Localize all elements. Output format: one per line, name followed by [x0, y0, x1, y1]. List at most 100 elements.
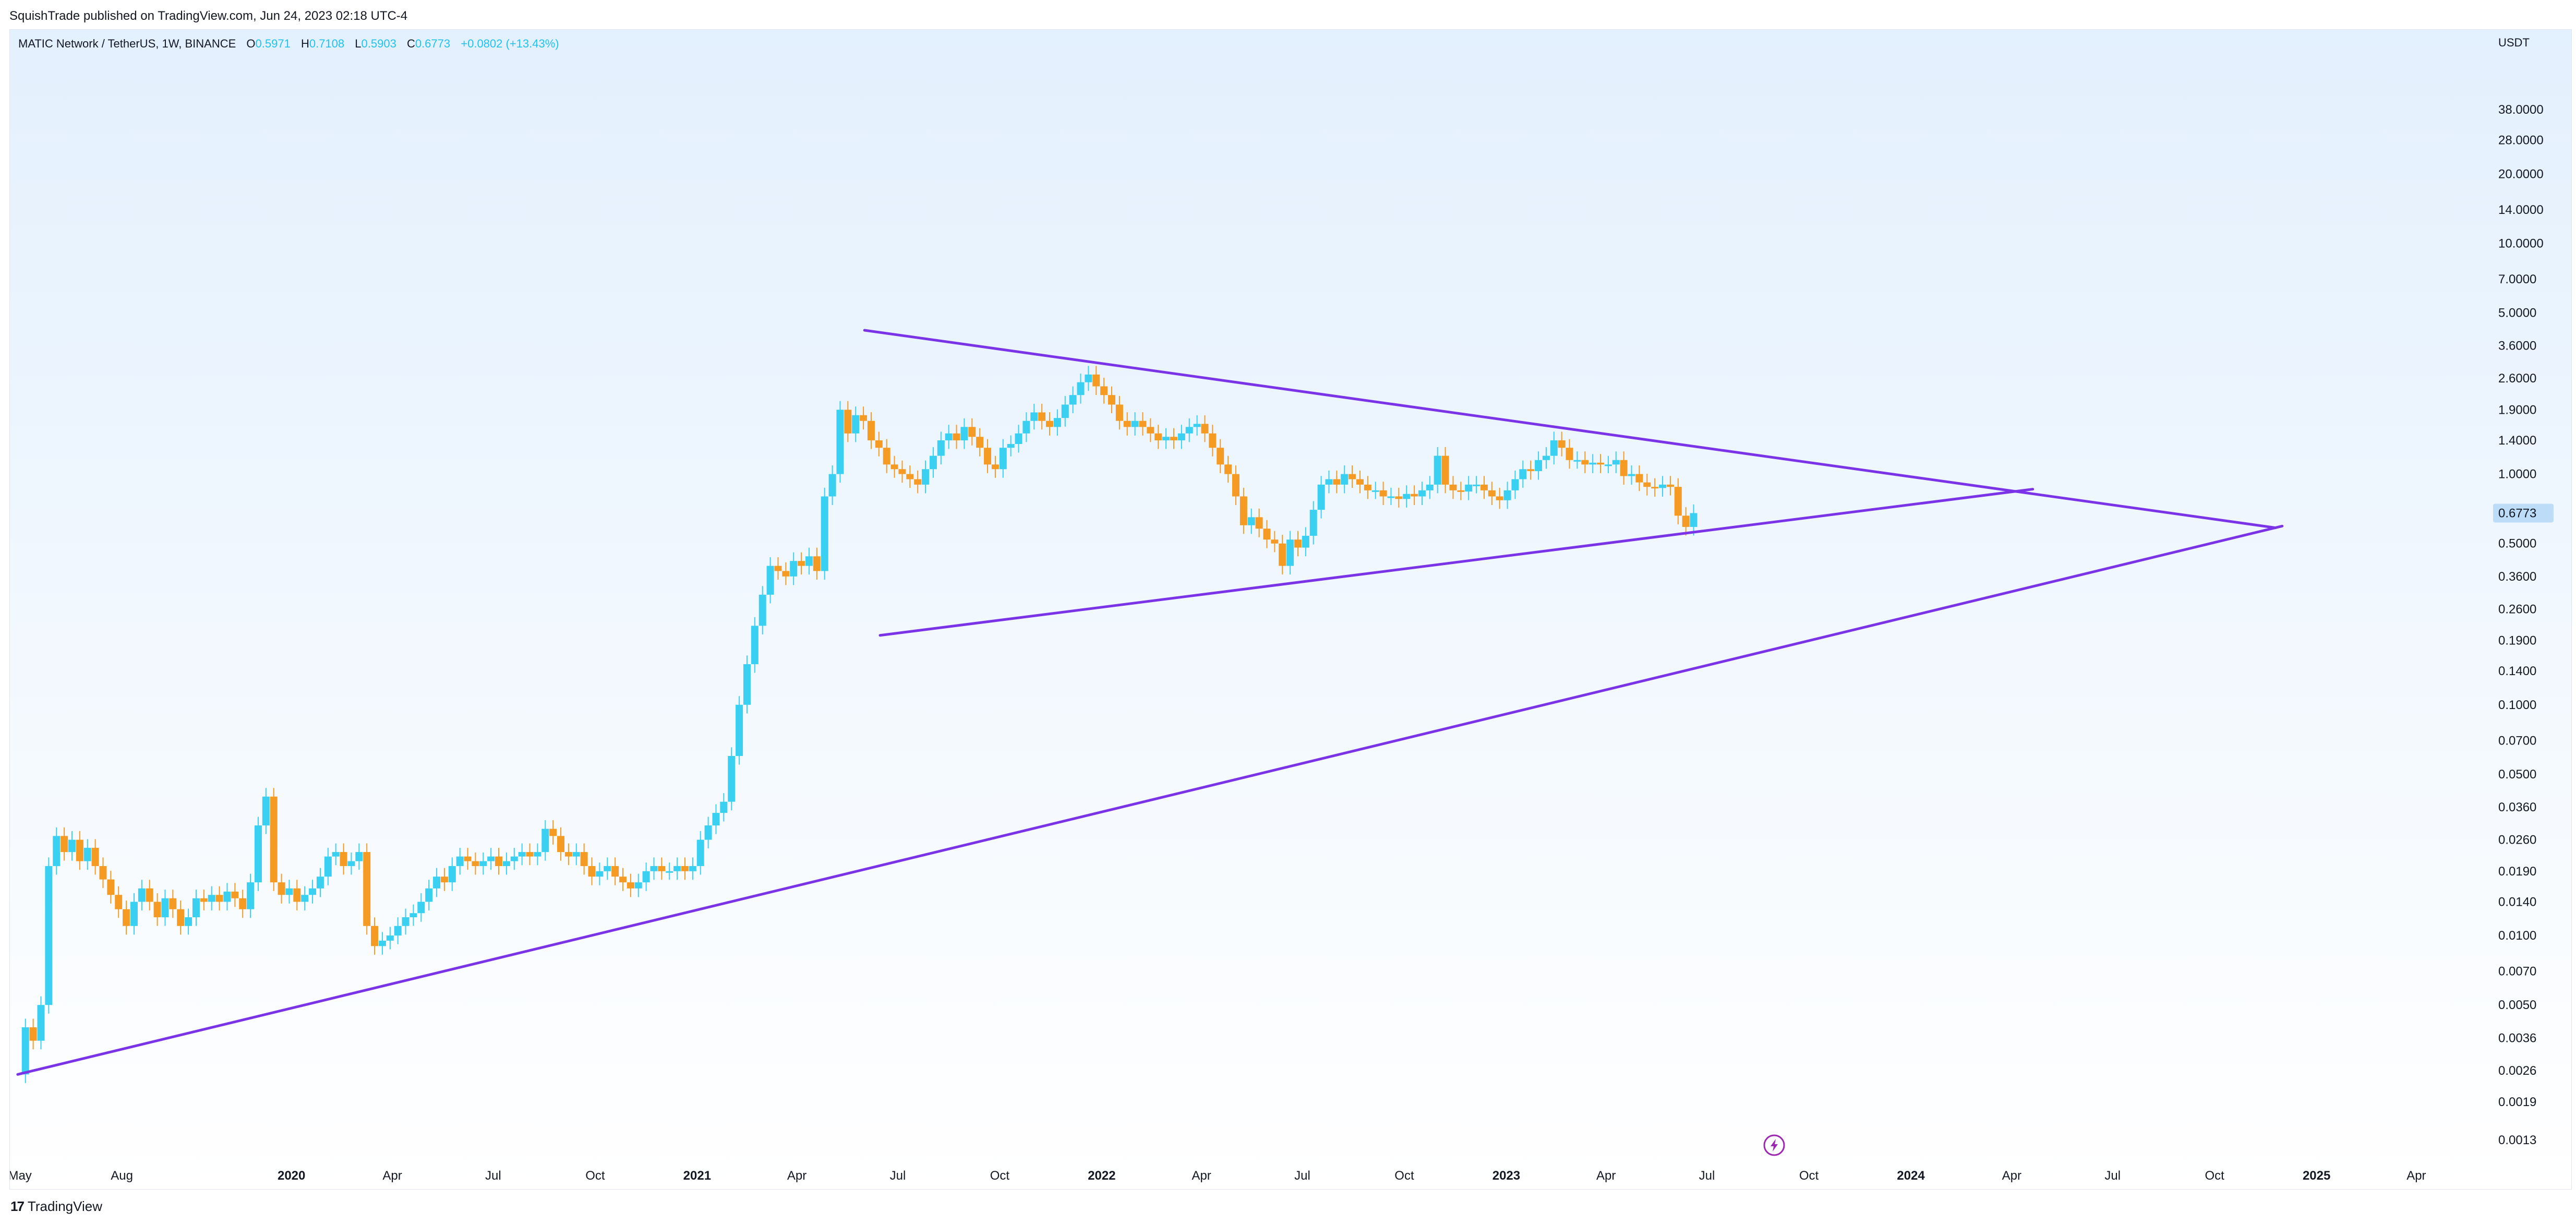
candle-body: [650, 866, 658, 871]
price-tick-label: 38.0000: [2498, 103, 2544, 117]
candle-body: [1395, 496, 1403, 499]
candle-body: [410, 913, 417, 918]
price-tick-label: 0.0026: [2498, 1064, 2536, 1078]
candle-body: [1193, 424, 1201, 427]
high-label: H: [300, 37, 309, 50]
candle-body: [169, 898, 177, 909]
candle-body: [790, 561, 798, 577]
price-tick-label: 7.0000: [2498, 272, 2536, 286]
candle-body: [1100, 386, 1108, 395]
currency-label: USDT: [2498, 36, 2530, 49]
candle-body: [844, 410, 852, 434]
candle-body: [324, 856, 332, 877]
candle-body: [200, 898, 208, 902]
candle-body: [1115, 404, 1123, 421]
time-axis[interactable]: May Aug 2020 Apr Jul Oct 2021 Apr Jul Oct 2022 Apr J…: [10, 1169, 2426, 1183]
candle-body: [875, 440, 883, 448]
price-tick-label: 0.0070: [2498, 965, 2536, 979]
candle-body: [502, 861, 510, 866]
open-value: 0.5971: [255, 37, 291, 50]
candle-body: [161, 898, 169, 918]
price-tick-label: 10.0000: [2498, 236, 2544, 250]
candle-body: [751, 626, 759, 664]
last-price-label: 0.6773: [2498, 506, 2536, 520]
candle-body: [1604, 464, 1612, 466]
candle-body: [534, 852, 541, 857]
price-tick-label: 0.0700: [2498, 734, 2536, 748]
candle-body: [1457, 490, 1465, 492]
candle-body: [922, 469, 930, 485]
footer-brand: 17 TradingView: [10, 1196, 102, 1217]
price-tick-label: 0.1900: [2498, 634, 2536, 648]
candle-body: [1201, 424, 1209, 434]
time-tick-label: Oct: [585, 1169, 605, 1183]
time-tick-label: Jul: [485, 1169, 501, 1183]
candle-body: [123, 909, 130, 926]
candle-body: [813, 556, 821, 571]
candle-body: [774, 566, 782, 571]
candle-body: [115, 895, 123, 909]
candle-body: [1612, 460, 1620, 465]
candle-body: [1566, 448, 1573, 460]
symbol-title: MATIC Network / TetherUS, 1W, BINANCE: [18, 37, 236, 50]
price-tick-label: 0.3600: [2498, 570, 2536, 584]
candle-body: [704, 825, 712, 840]
candle-body: [642, 871, 650, 883]
candle-body: [1123, 421, 1131, 427]
candle-body: [215, 895, 223, 902]
candle-body: [1030, 412, 1038, 421]
candle-body: [1418, 490, 1426, 497]
candle-body: [146, 888, 153, 902]
candle-body: [696, 839, 704, 866]
open-label: O: [246, 37, 256, 50]
candle-body: [293, 888, 301, 902]
candle-body: [782, 571, 790, 577]
price-tick-label: 5.0000: [2498, 306, 2536, 320]
candle-body: [1279, 543, 1286, 566]
trendline-2: [863, 329, 2277, 530]
time-tick-label: Apr: [2002, 1169, 2021, 1183]
candle-body: [805, 556, 813, 566]
candle-body: [1007, 443, 1015, 448]
candle-body: [1139, 421, 1147, 427]
price-tick-label: 0.2600: [2498, 602, 2536, 616]
candle-body: [1263, 529, 1271, 540]
time-tick-label: Oct: [990, 1169, 1010, 1183]
candle-body: [1162, 437, 1170, 440]
candle-body: [1046, 421, 1054, 427]
price-tick-label: 1.9000: [2498, 403, 2536, 417]
candle-body: [798, 561, 805, 566]
candle-body: [29, 1027, 37, 1041]
candle-body: [394, 926, 402, 936]
candle-body: [61, 836, 68, 853]
candle-body: [1690, 513, 1698, 527]
candle-body: [1682, 515, 1690, 527]
candle-body: [285, 888, 293, 895]
candle-body: [1364, 484, 1371, 490]
time-tick-label: Oct: [1799, 1169, 1819, 1183]
candle-body: [860, 415, 868, 421]
candle-body: [1356, 479, 1364, 485]
candle-body: [1022, 421, 1030, 434]
price-chart[interactable]: USDT 38.0000 28.0000 20.0000 14.0000 10.0000 7…: [10, 30, 2572, 1190]
price-axis[interactable]: USDT 38.0000 28.0000 20.0000 14.0000 10.0000 7…: [2493, 36, 2554, 1147]
chart-pane[interactable]: USDT 38.0000 28.0000 20.0000 14.0000 10.0000 7…: [9, 29, 2572, 1190]
candle-body: [1247, 517, 1255, 525]
price-tick-label: 0.1400: [2498, 664, 2536, 678]
price-tick-label: 0.0036: [2498, 1031, 2536, 1045]
lightning-icon[interactable]: [1763, 1134, 1785, 1156]
candle-body: [192, 898, 200, 918]
candle-body: [153, 902, 161, 918]
candle-body: [914, 479, 922, 485]
candle-body: [1061, 404, 1069, 418]
price-tick-label: 0.1000: [2498, 698, 2536, 712]
candle-body: [1674, 487, 1682, 516]
candle-body: [634, 882, 642, 889]
candle-body: [1309, 510, 1317, 536]
candle-body: [984, 448, 992, 465]
candle-body: [937, 440, 945, 456]
candle-body: [541, 829, 549, 853]
candle-body: [1473, 484, 1480, 486]
trendline-3: [878, 488, 2035, 637]
candle-body: [254, 825, 262, 883]
